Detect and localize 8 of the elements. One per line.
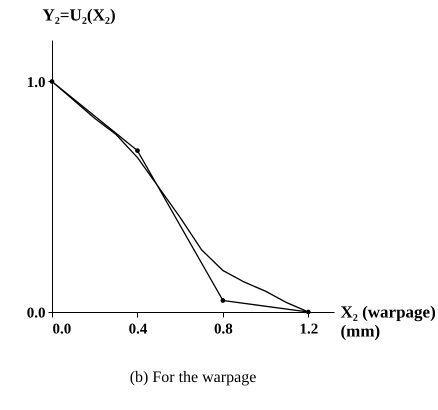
x-axis-title: X₂ (warpage) (mm)	[340, 302, 436, 340]
x-tick-label: 0.8	[214, 322, 233, 338]
text: (b) For the warpage	[130, 369, 256, 386]
x-tick-label: 0.4	[128, 322, 148, 338]
y-axis-title: Y₂=U₂(X₂)	[42, 6, 116, 24]
x-tick-label: 1.2	[299, 322, 318, 338]
y-tick-label: 1.0	[26, 74, 46, 91]
x-tick-label: 0.0	[52, 322, 72, 338]
